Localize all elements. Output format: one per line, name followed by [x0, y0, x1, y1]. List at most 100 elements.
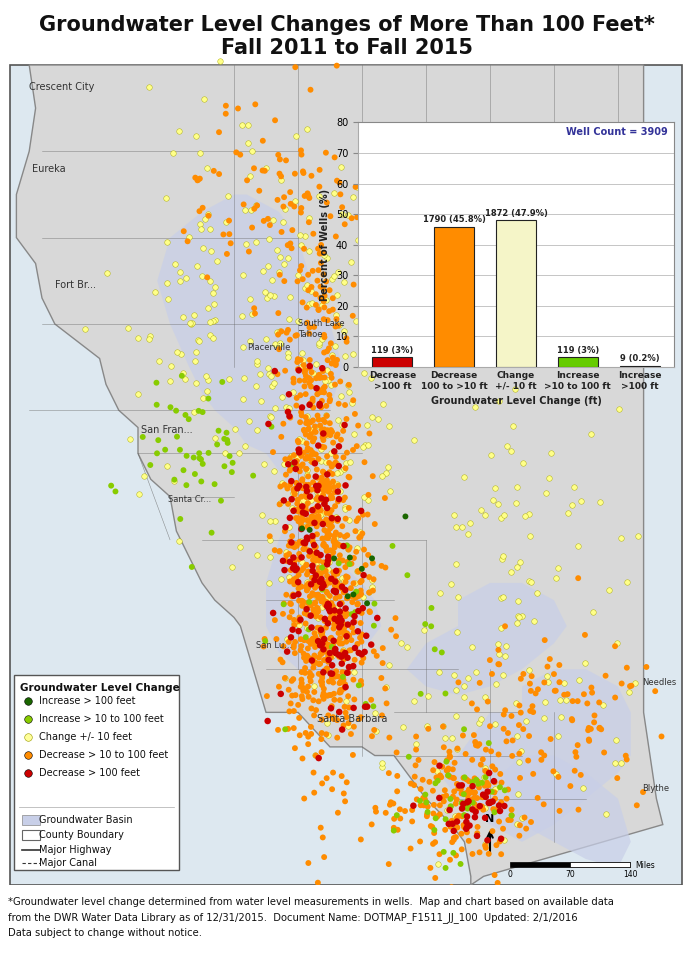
Point [340, 560, 351, 575]
Point [318, 412, 329, 428]
Point [329, 568, 340, 583]
Point [342, 617, 353, 633]
Point [322, 615, 334, 631]
Point [434, 758, 445, 773]
Point [165, 359, 177, 374]
Point [313, 241, 324, 256]
Point [484, 653, 496, 668]
Point [330, 455, 341, 470]
Point [498, 315, 509, 330]
Point [336, 722, 348, 737]
Point [341, 590, 352, 606]
Point [603, 583, 614, 598]
Point [322, 727, 334, 743]
Point [279, 722, 291, 737]
Point [443, 768, 454, 783]
Point [254, 183, 265, 198]
Point [344, 550, 355, 566]
Point [329, 603, 340, 618]
Point [448, 668, 459, 683]
Point [338, 539, 349, 554]
Point [319, 329, 330, 345]
Point [482, 784, 493, 799]
Point [306, 509, 317, 524]
Point [321, 544, 332, 559]
Point [303, 478, 314, 493]
Point [301, 461, 312, 477]
Point [445, 576, 457, 591]
Point [303, 634, 314, 649]
Point [195, 145, 206, 161]
Point [298, 358, 309, 373]
Point [306, 423, 318, 438]
Point [346, 211, 357, 226]
Point [306, 379, 317, 394]
Point [247, 306, 258, 322]
Point [309, 626, 320, 641]
Point [355, 524, 366, 540]
Point [274, 166, 285, 181]
Point [299, 363, 310, 378]
Point [333, 458, 344, 474]
Point [319, 439, 330, 455]
Point [480, 838, 491, 854]
Point [209, 431, 220, 446]
Point [454, 778, 465, 793]
Point [370, 723, 382, 738]
Point [313, 634, 324, 649]
Point [502, 782, 514, 797]
Point [291, 461, 302, 477]
Point [174, 442, 186, 457]
Point [583, 721, 594, 736]
Point [313, 480, 325, 496]
Point [168, 473, 179, 488]
Point [554, 803, 565, 818]
Point [172, 429, 183, 444]
Point [322, 708, 334, 723]
Point [376, 558, 387, 573]
Point [252, 354, 263, 369]
Point [330, 357, 341, 372]
Point [296, 200, 307, 215]
Point [279, 274, 290, 289]
Point [213, 124, 224, 140]
Point [323, 674, 334, 689]
Point [612, 770, 623, 786]
Point [471, 664, 482, 679]
Point [284, 463, 295, 478]
Point [402, 568, 413, 583]
Point [316, 674, 327, 689]
Point [451, 741, 462, 756]
Point [284, 554, 295, 569]
Point [340, 511, 351, 526]
Point [309, 631, 320, 646]
Point [336, 580, 347, 595]
Point [316, 645, 327, 660]
Point [338, 680, 350, 696]
Point [289, 741, 300, 756]
Point [303, 282, 314, 298]
Point [298, 535, 309, 550]
Point [318, 591, 329, 607]
Point [314, 179, 325, 194]
Point [288, 639, 300, 655]
Point [295, 205, 306, 220]
Point [370, 804, 382, 819]
Point [331, 311, 342, 326]
Point [325, 666, 336, 681]
Point [317, 515, 328, 530]
Point [389, 820, 400, 835]
Point [195, 171, 206, 187]
Point [165, 400, 176, 415]
Point [301, 602, 312, 617]
Point [299, 633, 310, 648]
Point [348, 672, 359, 687]
Point [287, 622, 298, 637]
Point [327, 466, 338, 481]
Point [418, 790, 429, 806]
Point [317, 477, 328, 492]
Point [285, 196, 296, 211]
Point [300, 487, 311, 502]
Point [309, 540, 320, 555]
Point [320, 578, 332, 593]
